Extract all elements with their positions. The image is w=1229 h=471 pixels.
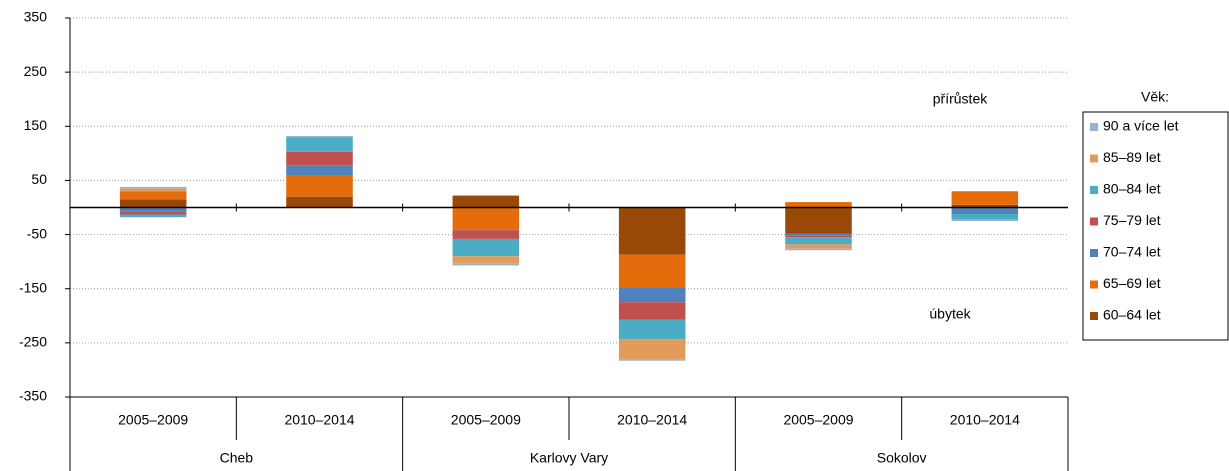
bar-segment [951,204,1019,208]
x-tick-label: 2010–2014 [950,412,1020,428]
y-tick-label: 250 [24,63,48,79]
legend-label: 75–79 let [1103,212,1161,228]
bar-segment [119,199,187,208]
bar-segment [286,175,353,197]
group-label: Sokolov [877,450,927,466]
bar-segment [452,207,520,230]
x-tick-label: 2005–2009 [451,412,521,428]
annotation: přírůstek [933,91,988,107]
bar-segment [119,188,187,192]
x-tick-label: 2005–2009 [783,412,853,428]
bar-segment [951,213,1019,220]
bar-segment [286,136,353,138]
bar-segment [286,196,353,208]
legend-swatch [1090,186,1098,194]
bar-segment [618,287,686,303]
bar-segment [785,235,852,238]
legend-label: 90 a více let [1103,118,1179,134]
annotation: úbytek [929,306,971,322]
bar-segment [119,211,187,215]
bar-segment [951,191,1019,205]
bar-segment [785,244,852,249]
legend-swatch [1090,123,1098,131]
x-tick-label: 2010–2014 [284,412,354,428]
bar-segment [119,191,187,200]
bar-segment [452,230,520,239]
group-label: Cheb [220,450,254,466]
y-tick-label: -150 [19,279,47,295]
y-tick-label: 150 [24,117,48,133]
group-label: Karlovy Vary [530,450,608,466]
bar-segment [452,229,520,231]
bar-segment [452,263,520,266]
legend-label: 85–89 let [1103,149,1161,165]
bar-segment [785,233,852,236]
bar-segment [951,219,1019,222]
bar-segment [785,202,852,208]
legend-swatch [1090,249,1098,257]
bar-segment [286,151,353,166]
bar-segment [618,254,686,288]
bar-segment [618,207,686,255]
bar-segment [286,137,353,152]
legend-label: 65–69 let [1103,275,1161,291]
legend-label: 60–64 let [1103,307,1161,323]
legend-title: Věk: [1141,89,1169,105]
bar-segment [618,339,686,360]
bar-segment [618,359,686,361]
y-tick-label: -250 [19,334,47,350]
bar-segment [119,214,187,218]
bar-segment [618,319,686,340]
bar-segment [951,207,1019,214]
y-tick-label: 350 [24,9,48,25]
bar-segment [618,302,686,320]
bar-segment [785,237,852,245]
bar-segment [452,195,520,208]
bar-segment [785,207,852,234]
legend-swatch [1090,154,1098,163]
legend-swatch [1090,217,1098,226]
legend-label: 70–74 let [1103,244,1161,260]
bar-segment [785,248,852,251]
legend-label: 80–84 let [1103,181,1161,197]
y-tick-label: 50 [31,171,47,187]
bar-segment [286,165,353,176]
legend-swatch [1090,280,1098,289]
bar-segment [452,256,520,264]
bar-segment [119,207,187,212]
x-tick-label: 2010–2014 [617,412,687,428]
y-tick-label: -50 [27,225,47,241]
y-tick-label: -350 [19,388,47,404]
legend-swatch [1090,312,1098,320]
x-tick-label: 2005–2009 [118,412,188,428]
legend-box [1082,111,1229,341]
bar-segment [119,186,187,189]
bar-segment [452,238,520,257]
